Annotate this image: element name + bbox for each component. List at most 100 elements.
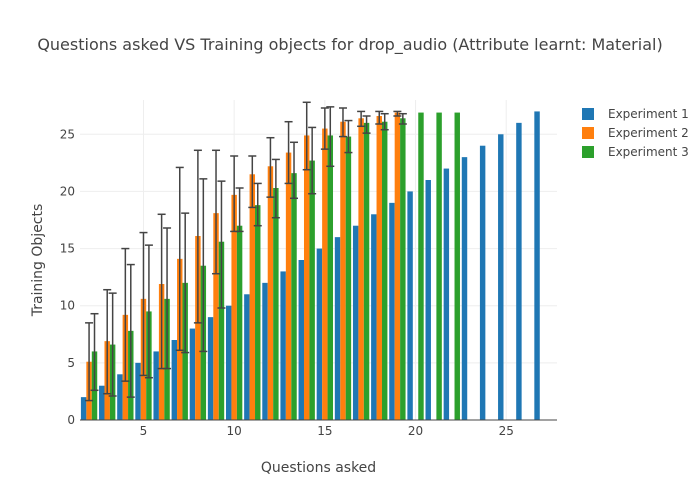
y-tick-label: 20 [60,184,75,198]
bar[interactable] [358,118,364,421]
bar[interactable] [443,168,450,420]
bar[interactable] [273,188,279,420]
legend[interactable]: Experiment 1 Experiment 2 Experiment 3 [582,107,689,159]
bar[interactable] [171,340,178,420]
error-bar [284,120,293,185]
error-bar [235,187,244,233]
bar[interactable] [498,134,504,421]
error-bar [290,141,299,200]
error-bar [302,101,311,171]
bar[interactable] [381,121,388,420]
bar[interactable] [389,202,395,420]
legend-item[interactable]: Experiment 1 [582,107,689,121]
legend-label: Experiment 2 [608,126,689,140]
x-tick-label: 15 [317,424,332,438]
error-bar [253,182,262,227]
error-bar [103,288,112,395]
error-bar [326,106,335,168]
bar[interactable] [436,112,442,421]
error-bar [193,149,202,324]
error-bar [108,292,117,397]
bar[interactable] [226,305,232,420]
legend-item[interactable]: Experiment 2 [582,126,689,140]
error-bar [248,155,257,209]
bar[interactable] [309,160,315,421]
bar[interactable] [327,135,334,420]
bar[interactable] [363,122,370,420]
x-tick-label: 20 [408,424,423,438]
bar[interactable] [407,191,413,420]
bar[interactable] [249,174,256,420]
bars-layer [80,111,540,421]
bar[interactable] [291,173,297,420]
bar[interactable] [280,271,286,420]
error-bar [344,119,353,154]
bar[interactable] [255,205,261,420]
bar[interactable] [117,374,123,420]
bar[interactable] [267,166,274,420]
error-bar [375,110,384,125]
error-bar [181,212,190,354]
bar[interactable] [322,128,328,421]
bar[interactable] [454,112,460,421]
bar[interactable] [425,180,431,420]
bar[interactable] [207,317,214,420]
error-bar [308,126,317,195]
legend-label: Experiment 3 [608,145,689,159]
bar[interactable] [516,122,522,420]
bar[interactable] [189,328,196,420]
bar[interactable] [99,385,105,420]
error-bar [144,244,153,379]
legend-swatch [582,127,594,139]
bar[interactable] [303,135,310,420]
bar[interactable] [400,118,406,421]
error-bar [271,158,280,219]
bar[interactable] [461,157,468,420]
error-bar [199,178,208,353]
bar[interactable] [213,213,219,420]
error-bar [121,247,130,382]
bar[interactable] [340,121,346,420]
error-bar [85,322,94,402]
error-bar [126,263,135,398]
legend-swatch [582,108,594,120]
error-bar [139,231,148,377]
bar[interactable] [262,282,268,420]
bar[interactable] [153,351,159,420]
bar[interactable] [334,237,341,420]
error-bar [393,110,402,117]
bar[interactable] [195,236,201,420]
bar[interactable] [371,214,377,420]
bar[interactable] [285,152,292,421]
bar[interactable] [479,145,486,420]
bar[interactable] [418,112,424,421]
bar[interactable] [135,362,141,420]
chart-title: Questions asked VS Training objects for … [37,35,662,55]
bar[interactable] [345,136,352,421]
bar[interactable] [244,294,250,420]
x-tick-label: 5 [140,424,148,438]
x-tick-label: 10 [227,424,242,438]
legend-item[interactable]: Experiment 3 [582,145,689,159]
bar[interactable] [231,194,237,420]
y-tick-label: 5 [67,356,75,370]
y-tick-label: 10 [60,299,75,313]
bar[interactable] [352,225,359,420]
error-bar [217,180,226,309]
bar[interactable] [316,248,323,420]
bar[interactable] [218,241,225,420]
bar[interactable] [80,397,87,420]
error-bar [380,112,389,131]
error-bar [90,312,99,392]
bar[interactable] [534,111,540,420]
bar[interactable] [394,112,401,421]
bar[interactable] [298,260,304,420]
bar[interactable] [236,225,243,420]
y-tick-label: 25 [60,127,75,141]
error-bar [362,115,371,134]
legend-swatch [582,146,594,158]
legend-label: Experiment 1 [608,107,689,121]
bar[interactable] [376,116,382,420]
x-axis-title: Questions asked [261,460,376,476]
error-bar [357,110,366,128]
